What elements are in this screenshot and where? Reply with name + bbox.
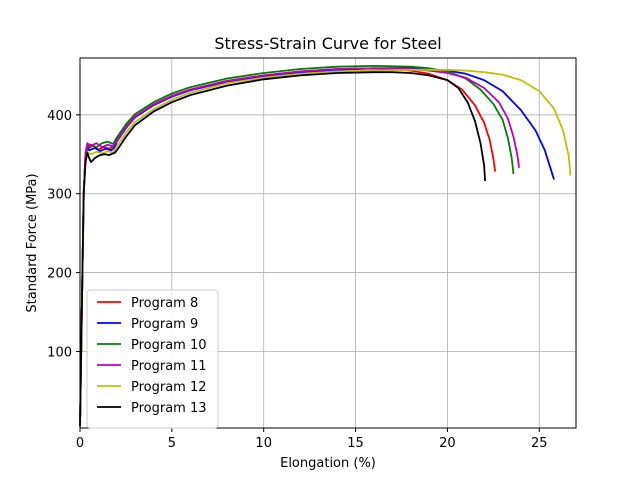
y-tick-label: 100 xyxy=(47,345,72,360)
series-line-5 xyxy=(79,68,572,427)
x-tick-label: 25 xyxy=(531,436,548,451)
x-tick-label: 20 xyxy=(439,436,456,451)
chart-title: Stress-Strain Curve for Steel xyxy=(214,34,441,53)
x-axis-label: Elongation (%) xyxy=(280,456,376,471)
grid-layer xyxy=(79,58,576,428)
series-layer xyxy=(79,65,572,427)
x-tick-label: 5 xyxy=(168,436,176,451)
y-tick-label: 300 xyxy=(47,188,72,203)
legend-label: Program 10 xyxy=(131,338,207,353)
y-axis-label: Standard Force (MPa) xyxy=(25,173,40,312)
y-tick-label: 200 xyxy=(47,267,72,282)
legend: Program 8 Program 9 Program 10 Program 11 Pr… xyxy=(86,289,219,429)
legend-label: Program 8 xyxy=(131,296,198,311)
legend-label: Program 12 xyxy=(131,380,207,395)
legend-box xyxy=(86,289,219,429)
plot-area-frame xyxy=(79,57,577,429)
series-line-6 xyxy=(79,71,486,427)
legend-label: Program 9 xyxy=(131,317,198,332)
x-tick-label: 10 xyxy=(255,436,272,451)
ticks-layer: 0 5 10 15 20 25 100 200 300 400 xyxy=(47,109,547,451)
series-line-4 xyxy=(79,67,520,427)
x-tick-label: 0 xyxy=(76,436,84,451)
x-tick-label: 15 xyxy=(347,436,364,451)
legend-label: Program 11 xyxy=(131,359,207,374)
y-tick-label: 400 xyxy=(47,109,72,124)
legend-label: Program 13 xyxy=(131,401,207,416)
